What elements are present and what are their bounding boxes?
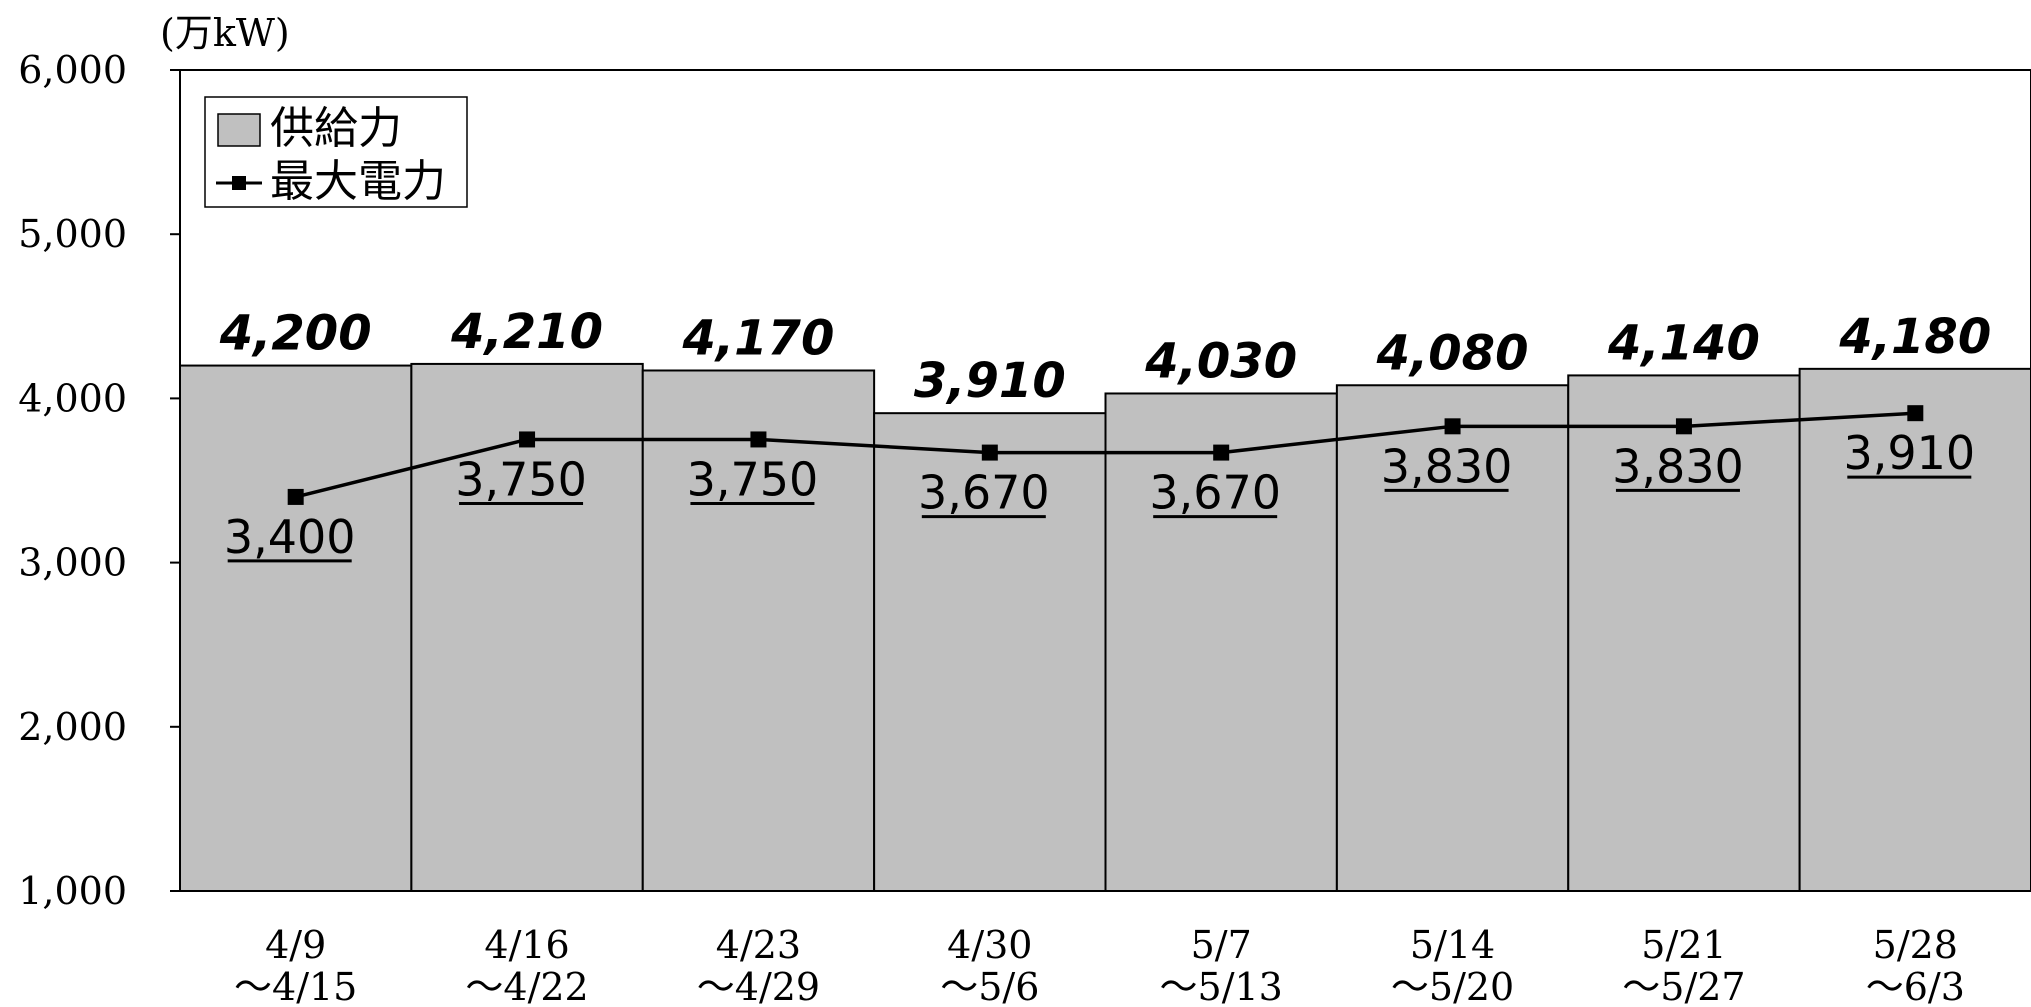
- x-category-label-end: ～4/22: [465, 965, 588, 1007]
- x-category-label-start: 4/16: [484, 923, 569, 967]
- x-category-label-start: 5/7: [1191, 923, 1252, 967]
- x-category-label-end: ～5/6: [940, 965, 1039, 1007]
- x-category-label-start: 4/23: [716, 923, 801, 967]
- y-tick-label: 6,000: [18, 48, 127, 92]
- max-demand-value-label: 3,670: [918, 466, 1050, 520]
- max-demand-line: [295, 411, 1916, 499]
- data-labels-layer: 4,200 4,210 4,170 3,910 4,030 4,080 4,140 4,180…: [219, 304, 1991, 564]
- supply-bar: [873, 412, 1107, 892]
- max-demand-marker: [981, 444, 998, 461]
- legend-supply-label: 供給力: [270, 103, 402, 154]
- x-category-label-end: ～6/3: [1866, 965, 1965, 1007]
- y-tick-label: 4,000: [18, 376, 127, 420]
- supply-value-label: 4,200: [219, 306, 372, 362]
- x-category-label-end: ～4/29: [697, 965, 820, 1007]
- supply-bar: [1567, 374, 1801, 892]
- y-axis: 1,000 2,000 3,000 4,000 5,000 6,000: [18, 48, 180, 913]
- supply-value-label: 4,140: [1607, 315, 1760, 371]
- max-demand-marker: [1444, 418, 1461, 435]
- max-demand-value-label: 3,830: [1381, 439, 1513, 493]
- supply-value-label: 3,910: [914, 353, 1066, 409]
- max-demand-value-label: 3,750: [455, 452, 587, 506]
- supply-value-label: 4,030: [1144, 333, 1297, 389]
- supply-value-label: 4,180: [1838, 309, 1991, 365]
- legend: 供給力 最大電力: [204, 96, 468, 208]
- supply-bar: [1335, 384, 1570, 892]
- max-demand-value-label: 3,830: [1612, 439, 1744, 493]
- supply-value-label: 4,080: [1376, 325, 1529, 381]
- max-demand-value-label: 3,910: [1843, 426, 1975, 480]
- supply-bar: [179, 364, 413, 892]
- legend-demand-label: 最大電力: [270, 156, 446, 207]
- max-demand-marker: [750, 431, 767, 448]
- max-demand-value-label: 3,670: [1149, 466, 1281, 520]
- x-category-label-start: 4/30: [947, 923, 1032, 967]
- supply-bar: [410, 362, 644, 892]
- x-category-label-start: 5/21: [1641, 923, 1726, 967]
- max-demand-marker: [519, 431, 536, 448]
- line-layer: [287, 405, 1924, 505]
- x-category-label-start: 5/28: [1873, 923, 1958, 967]
- y-axis-unit-label: (万kW): [160, 11, 290, 55]
- max-demand-value-label: 3,750: [687, 452, 819, 506]
- x-category-label-end: ～5/13: [1160, 965, 1283, 1007]
- y-tick-label: 1,000: [18, 869, 127, 913]
- plot-frame: [179, 69, 2031, 892]
- supply-value-label: 4,210: [450, 304, 603, 360]
- y-tick-label: 2,000: [18, 705, 127, 749]
- legend-supply-swatch: [217, 113, 261, 147]
- x-category-label-end: ～4/15: [234, 965, 357, 1007]
- max-demand-marker: [1907, 405, 1924, 422]
- supply-bar: [641, 369, 876, 892]
- x-category-label-end: ～5/20: [1391, 965, 1514, 1007]
- supply-bar: [1104, 392, 1338, 892]
- x-category-label-end: ～5/27: [1622, 965, 1745, 1007]
- legend-demand-marker: [232, 176, 246, 190]
- supply-value-label: 4,170: [682, 310, 835, 366]
- x-category-label-start: 4/9: [265, 923, 326, 967]
- max-demand-marker: [287, 488, 304, 505]
- max-demand-marker: [1213, 444, 1230, 461]
- x-category-label-start: 5/14: [1410, 923, 1495, 967]
- max-demand-marker: [1675, 418, 1692, 435]
- supply-bar: [1798, 367, 2031, 892]
- max-demand-value-label: 3,400: [224, 510, 356, 564]
- y-tick-label: 3,000: [18, 541, 127, 585]
- bars-layer: [179, 362, 2031, 892]
- x-axis: 4/9～4/154/16～4/224/23～4/294/30～5/65/7～5/…: [234, 923, 1965, 1007]
- y-tick-label: 5,000: [18, 212, 127, 256]
